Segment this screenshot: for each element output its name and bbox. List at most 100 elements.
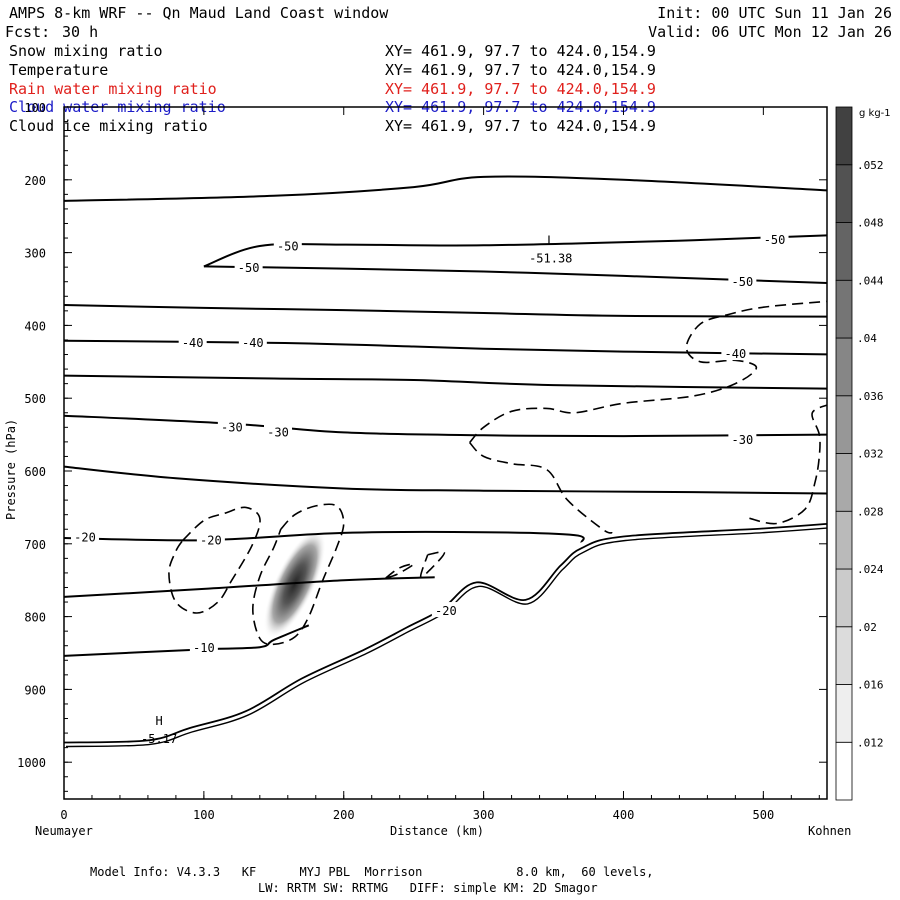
temperature-contour-10 [64,624,310,657]
temperature-contour-0 [64,175,827,202]
colorbar-segment [835,684,853,743]
contour-label-bg [431,602,460,618]
colorbar-tick-label: .052 [857,159,884,172]
colorbar-segment [835,279,853,339]
x-tick-label: 300 [473,808,495,822]
forecast-label: Fcst: [5,23,51,41]
colorbar-tick-label: .048 [857,217,884,230]
valid-time: Valid: 06 UTC Mon 12 Jan 26 [648,23,892,41]
temperature-contour-9 [64,576,435,598]
legend-temp-name: Temperature [9,61,109,79]
y-tick-label: 100 [24,101,46,115]
temperature-contour-label: -50 [764,233,786,247]
y-tick-label: 600 [24,465,46,479]
temperature-contour-label: -30 [221,421,243,435]
colorbar-tick-label: .012 [857,736,884,749]
high-value: -5.17 [141,732,177,746]
temperature-contour-label: -50 [277,239,299,253]
y-tick-label: 800 [24,611,46,625]
temperature-contour-label: -20 [200,533,222,547]
colorbar-tick-label: .028 [857,505,884,518]
colorbar-tick-label: .036 [857,390,884,403]
contour-label-bg [217,418,246,434]
temperature-contour-3 [64,304,827,318]
temperature-contour-label: -30 [732,433,754,447]
y-tick-label: 900 [24,683,46,697]
high-marker: H [155,714,162,728]
colorbar-segment [835,222,853,281]
temperature-contour-label: -10 [193,641,215,655]
x-tick-label: 0 [60,808,67,822]
model-info-line2: LW: RRTM SW: RRTMG DIFF: simple KM: 2D S… [258,881,598,895]
contour-label-bg [189,639,218,655]
cloud-ice-contour-0 [168,506,261,614]
colorbar-unit: g kg-1 [859,108,891,119]
contour-label-bg [728,272,757,288]
chart-title: AMPS 8-km WRF -- Qn Maud Land Coast wind… [9,4,389,22]
contour-label-bg [760,230,789,246]
colorbar-segment [835,395,853,454]
temperature-contour-label: -40 [725,347,747,361]
colorbar-segment [835,568,853,628]
colorbar-segment [835,626,853,685]
colorbar-segment [835,164,853,223]
cloud-ice-contour-4 [469,300,827,444]
cloud-ice-contour-2 [385,563,415,579]
colorbar-segment [835,741,853,801]
x-tick-label: 500 [753,808,775,822]
contour-label-bg [238,334,267,350]
legend-snow-name: Snow mixing ratio [9,42,163,60]
temperature-contour-label: -50 [238,261,260,275]
temperature-contour-label: -40 [182,336,204,350]
terrain-line [64,522,827,744]
y-tick-label: 400 [24,319,46,333]
init-time: Init: 00 UTC Sun 11 Jan 26 [657,4,892,22]
x-tick-label: 200 [333,808,355,822]
contour-label-bg [273,237,302,253]
temperature-contour-1 [203,234,827,268]
y-tick-label: 1000 [17,756,46,770]
temperature-contour-label: -20 [435,604,457,618]
legend-rain-xy: XY= 461.9, 97.7 to 424.0,154.9 [385,80,656,98]
legend-temp-xy: XY= 461.9, 97.7 to 424.0,154.9 [385,61,656,79]
temperature-contour-label: -20 [74,531,96,545]
colorbar-tick-label: .016 [857,679,884,692]
temperature-contour-2 [203,265,827,284]
forecast-value: 30 h [62,23,99,41]
left-endpoint-label: Neumayer [35,824,93,838]
legend-cloud-ice-xy: XY= 461.9, 97.7 to 424.0,154.9 [385,117,656,135]
contour-label-bg [721,345,750,361]
legend-cloud-ice-name: Cloud ice mixing ratio [9,117,208,135]
plot-frame [63,106,828,800]
temperature-contour-4 [64,339,827,356]
y-axis-title: Pressure (hPa) [4,418,18,520]
x-axis-title: Distance (km) [390,824,484,838]
colorbar-tick-label: .044 [857,274,884,287]
contour-label-bg [264,423,293,439]
legend-snow-xy: XY= 461.9, 97.7 to 424.0,154.9 [385,42,656,60]
temperature-contour-5 [64,374,827,390]
colorbar-segment [835,106,853,166]
y-tick-label: 300 [24,247,46,261]
y-tick-label: 500 [24,392,46,406]
temperature-contour-label: -50 [732,275,754,289]
temperature-contour-6 [64,414,827,438]
colorbar-tick-label: .024 [857,563,884,576]
cloud-ice-contour-3 [419,550,446,578]
temperature-contour-label: -30 [267,426,289,440]
model-info-line1: Model Info: V4.3.3 KF MYJ PBL Morrison 8… [90,865,654,879]
temperature-contour-label: -40 [242,336,264,350]
temperature-contour-7 [64,465,827,495]
colorbar-segment [835,453,853,512]
x-tick-label: 100 [193,808,215,822]
cloud-ice-contour-6 [749,404,827,525]
colorbar-segment [835,510,853,570]
legend-rain-name: Rain water mixing ratio [9,80,217,98]
right-endpoint-label: Kohnen [808,824,852,838]
colorbar-tick-label: .04 [857,332,877,345]
y-tick-label: 700 [24,538,46,552]
y-tick-label: 200 [24,174,46,188]
contour-label-bg [728,430,757,446]
contour-label-bg [234,259,263,275]
